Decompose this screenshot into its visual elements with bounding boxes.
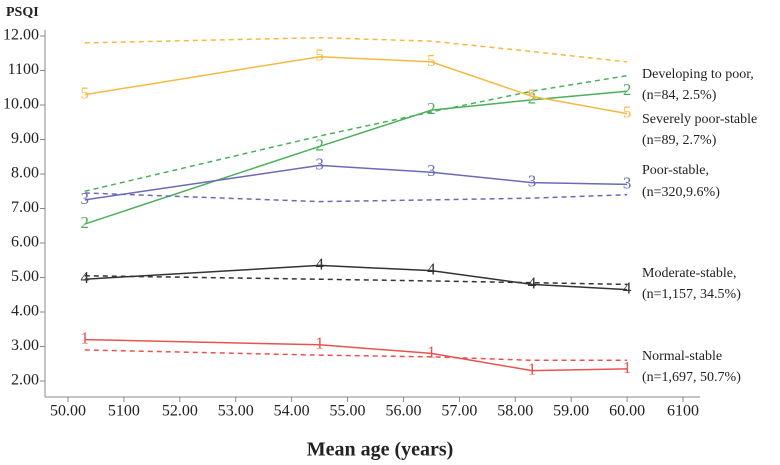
marker: 3 xyxy=(528,172,537,191)
series-label: (n=1,157, 34.5%) xyxy=(642,287,741,302)
x-tick-label: 52.00 xyxy=(162,403,198,420)
y-tick-label: 7.00 xyxy=(11,199,39,216)
marker: 1 xyxy=(427,342,436,361)
y-tick-label: 8.00 xyxy=(11,165,39,182)
y-tick-label: 9.00 xyxy=(11,130,39,147)
marker: 4 xyxy=(427,260,436,279)
marker: 5 xyxy=(427,51,436,70)
line xyxy=(84,90,628,225)
line xyxy=(84,264,628,291)
marker: 1 xyxy=(81,329,90,348)
line xyxy=(84,164,628,201)
y-axis-title: PSQI xyxy=(6,5,39,20)
series-label: Normal-stable xyxy=(642,349,722,364)
marker: 3 xyxy=(623,173,632,192)
marker: 4 xyxy=(315,254,324,273)
line xyxy=(84,338,628,372)
marker: 1 xyxy=(623,358,632,377)
y-tick-label: 10.00 xyxy=(3,96,39,113)
series-label: (n=320,9.6%) xyxy=(642,185,720,200)
x-tick-label: 6100 xyxy=(667,403,699,420)
marker: 5 xyxy=(528,85,537,104)
series-label: (n=89, 2.7%) xyxy=(642,133,717,148)
x-tick-label: 57.00 xyxy=(441,403,477,420)
x-tick-label: 54.00 xyxy=(274,403,310,420)
fitted-line xyxy=(84,74,628,192)
series-label: Moderate-stable, xyxy=(642,266,736,281)
marker: 4 xyxy=(623,278,632,297)
marker: 2 xyxy=(528,89,537,108)
x-tick-label: 60.00 xyxy=(609,403,645,420)
marker: 5 xyxy=(81,84,90,103)
marker: 5 xyxy=(623,103,632,122)
y-tick-label: 1100 xyxy=(8,61,39,78)
y-tick-label: 3.00 xyxy=(11,337,39,354)
marker: 3 xyxy=(315,154,324,173)
marker: 4 xyxy=(528,273,537,292)
marker: 3 xyxy=(427,161,436,180)
x-tick-label: 58.00 xyxy=(497,403,533,420)
marker: 4 xyxy=(81,268,90,287)
x-tick-label: 55.00 xyxy=(330,403,366,420)
series-label: (n=84, 2.5%) xyxy=(642,88,717,103)
fitted-line xyxy=(84,275,628,286)
x-tick-label: 59.00 xyxy=(553,403,589,420)
marker: 2 xyxy=(315,135,324,154)
x-tick-label: 5100 xyxy=(108,403,140,420)
fitted-line xyxy=(84,36,628,63)
marker: 1 xyxy=(528,360,537,379)
y-tick-label: 4.00 xyxy=(11,303,39,320)
marker: 2 xyxy=(427,99,436,118)
x-axis-title: Mean age (years) xyxy=(307,439,454,461)
y-tick-label: 12.00 xyxy=(3,27,39,44)
marker: 2 xyxy=(81,213,90,232)
series-label: Poor-stable, xyxy=(642,163,709,178)
marker: 1 xyxy=(315,334,324,353)
line xyxy=(84,55,628,115)
marker: 3 xyxy=(81,189,90,208)
marker: 5 xyxy=(315,46,324,65)
marker: 2 xyxy=(623,80,632,99)
y-tick-label: 5.00 xyxy=(11,268,39,285)
series-label: (n=1,697, 50.7%) xyxy=(642,370,741,385)
fitted-line xyxy=(84,349,628,362)
x-tick-label: 56.00 xyxy=(385,403,421,420)
y-tick-label: 6.00 xyxy=(11,234,39,251)
y-tick-label: 2.00 xyxy=(11,372,39,389)
fitted-line xyxy=(84,192,628,203)
x-tick-label: 50.00 xyxy=(50,403,86,420)
x-tick-label: 53.00 xyxy=(218,403,254,420)
series-label: Severely poor-stable xyxy=(642,112,757,127)
series-label: Developing to poor, xyxy=(642,67,754,82)
